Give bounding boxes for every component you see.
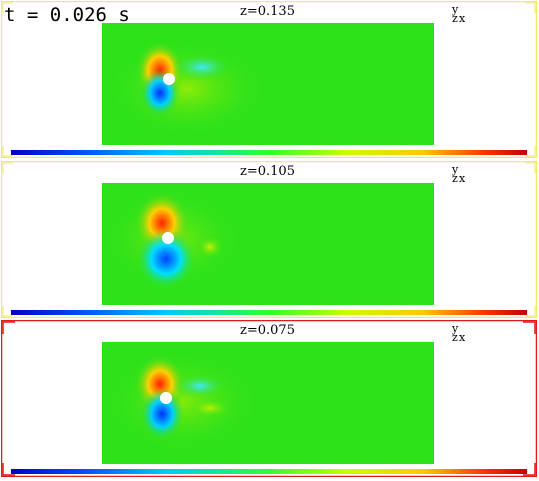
axis-z-label: z (452, 331, 458, 344)
frame-corners (2, 2, 536, 157)
axis-z-label: z (452, 12, 458, 25)
colorbar-gradient (11, 310, 527, 315)
frame-border (1, 320, 537, 477)
colorbar (11, 469, 527, 474)
cylinder-obstacle (163, 73, 175, 85)
panel-frame (1, 1, 537, 158)
axis-z-label: z (452, 172, 458, 185)
colorbar-gradient (11, 469, 527, 474)
frame-corners (2, 162, 536, 317)
slice-panel-z-0105[interactable]: z=0.105 y z x (1, 161, 537, 318)
z-label: z=0.105 (240, 164, 295, 179)
field-plot[interactable] (102, 342, 434, 464)
panel-frame (1, 161, 537, 318)
axis-x-label: x (459, 331, 466, 344)
field-negative-lobe (140, 388, 184, 440)
colorbar (11, 150, 527, 155)
slice-panel-z-0135[interactable]: z=0.135 y z x (1, 1, 537, 158)
field-secondary-lobe (174, 374, 226, 398)
axis-y-label: y (452, 3, 459, 16)
axis-x-label: x (459, 12, 466, 25)
panel-frame (1, 320, 537, 477)
axis-y-label: y (452, 163, 459, 176)
time-label: t = 0.026 s (4, 4, 130, 26)
slice-panel-z-0075[interactable]: z=0.075 y z x (1, 320, 537, 477)
colorbar (11, 310, 527, 315)
frame-border (1, 161, 537, 318)
field-plot[interactable] (102, 23, 434, 145)
frame-corners (2, 321, 536, 476)
field-secondary-lobe (196, 235, 224, 259)
cylinder-obstacle (162, 232, 174, 244)
axis-x-label: x (459, 172, 466, 185)
z-label: z=0.135 (240, 4, 295, 19)
field-tertiary-lobe (188, 398, 232, 418)
axis-y-label: y (452, 322, 459, 335)
cylinder-obstacle (160, 392, 172, 404)
z-label: z=0.075 (240, 323, 295, 338)
field-wake-lobe (104, 352, 260, 452)
field-negative-lobe (136, 229, 196, 289)
frame-border (1, 1, 537, 158)
field-plot[interactable] (102, 183, 434, 305)
field-secondary-lobe (172, 53, 232, 81)
colorbar-gradient (11, 150, 527, 155)
